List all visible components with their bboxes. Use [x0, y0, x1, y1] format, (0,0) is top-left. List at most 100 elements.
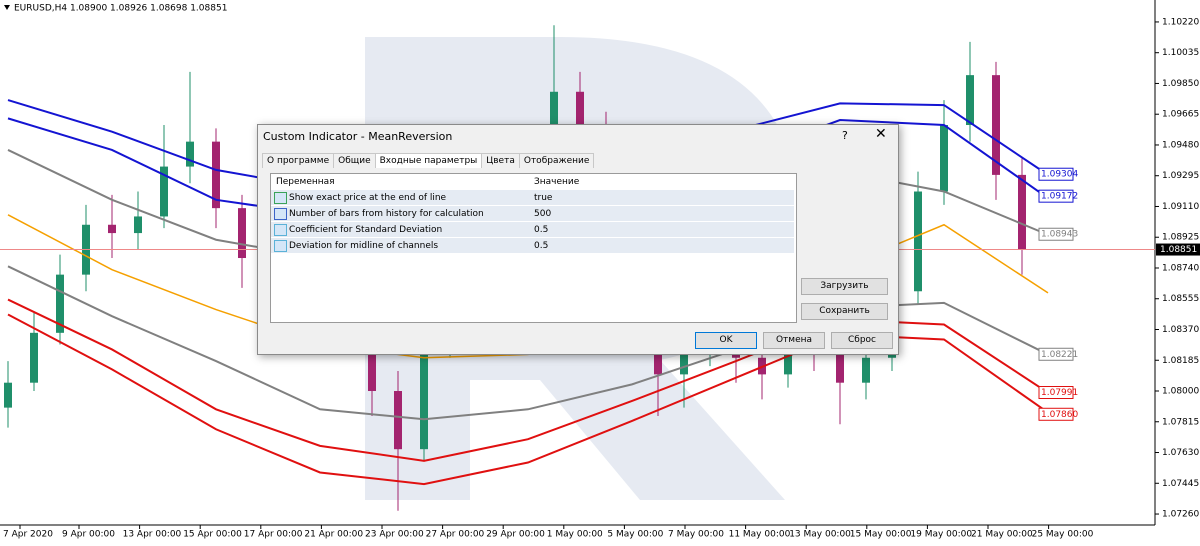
param-value: 0.5 — [534, 240, 549, 251]
candle-body — [134, 216, 142, 234]
row-icon — [274, 207, 287, 220]
param-value: 500 — [534, 208, 552, 219]
line-label-box — [1038, 167, 1074, 181]
param-value: 0.5 — [534, 224, 549, 235]
line-label-box — [1038, 347, 1074, 361]
time-label: 1 May 00:00 — [547, 530, 603, 540]
current-price-label: 1.08851 — [1160, 245, 1197, 255]
candle-body — [1018, 174, 1026, 250]
dialog-button[interactable]: Отмена — [763, 332, 825, 349]
table-row[interactable]: Deviation for midline of channels 0.5 — [271, 237, 794, 253]
row-icon — [274, 191, 287, 204]
time-label: 15 Apr 00:00 — [183, 530, 242, 540]
time-label: 21 Apr 00:00 — [304, 530, 363, 540]
menu-arrow — [4, 5, 10, 10]
column-header: Значение — [534, 176, 580, 187]
table-row[interactable]: Coefficient for Standard Deviation 0.5 — [271, 221, 794, 237]
tab[interactable]: Общие — [333, 153, 376, 168]
price-tick-label: 1.09295 — [1162, 171, 1199, 181]
line-label-box — [1038, 386, 1074, 400]
time-label: 21 May 00:00 — [971, 530, 1033, 540]
price-tick-label: 1.07630 — [1162, 448, 1199, 458]
row-icon — [274, 239, 287, 252]
dialog: Custom Indicator - MeanReversion ? ✕ О п… — [257, 124, 899, 355]
price-tick-label: 1.09110 — [1162, 202, 1199, 212]
time-label: 25 May 00:00 — [1032, 530, 1094, 540]
dialog-title: Custom Indicator - MeanReversion — [263, 130, 453, 143]
tab[interactable]: Цвета — [481, 153, 520, 168]
line-label: 1.09304 — [1041, 170, 1078, 180]
line-label: 1.09172 — [1041, 192, 1078, 202]
param-name: Number of bars from history for calculat… — [289, 208, 484, 219]
line-label-box — [1038, 189, 1074, 203]
time-label: 9 Apr 00:00 — [62, 530, 115, 540]
candle-body — [914, 191, 922, 292]
candle-body — [992, 75, 1000, 175]
line-label-box — [1038, 407, 1074, 421]
time-label: 15 May 00:00 — [850, 530, 912, 540]
line-label-box — [1038, 227, 1074, 241]
candle-body — [186, 141, 194, 167]
tab[interactable]: Входные параметры — [374, 153, 483, 168]
price-tick-label: 1.08185 — [1162, 356, 1199, 366]
param-name: Show exact price at the end of line — [289, 192, 447, 203]
candle-body — [576, 91, 584, 126]
time-label: 7 Apr 2020 — [3, 530, 53, 540]
time-label: 5 May 00:00 — [607, 530, 663, 540]
candle-body — [160, 166, 168, 217]
column-header: Переменная — [276, 176, 335, 187]
time-label: 19 May 00:00 — [910, 530, 972, 540]
line-label: 1.07860 — [1041, 410, 1078, 420]
help-button[interactable]: ? — [842, 129, 848, 142]
price-tick-label: 1.09665 — [1162, 110, 1199, 120]
time-label: 23 Apr 00:00 — [365, 530, 424, 540]
price-tick-label: 1.09850 — [1162, 79, 1199, 89]
candle-body — [4, 382, 12, 408]
candle-body — [56, 274, 64, 333]
price-tick-label: 1.08370 — [1162, 325, 1199, 335]
candle-body — [784, 341, 792, 375]
price-tick-label: 1.10220 — [1162, 17, 1199, 27]
price-tick-label: 1.07260 — [1162, 510, 1199, 520]
time-label: 11 May 00:00 — [729, 530, 791, 540]
line-label: 1.07991 — [1041, 388, 1078, 398]
time-label: 13 May 00:00 — [789, 530, 851, 540]
tab[interactable]: О программе — [262, 153, 335, 168]
line-label: 1.08943 — [1041, 230, 1078, 240]
price-tick-label: 1.08925 — [1162, 233, 1199, 243]
price-tick-label: 1.07815 — [1162, 417, 1199, 427]
time-label: 17 Apr 00:00 — [244, 530, 303, 540]
row-icon — [274, 223, 287, 236]
candle-body — [30, 332, 38, 383]
time-label: 29 Apr 00:00 — [486, 530, 545, 540]
dialog-button[interactable]: Сброс — [831, 332, 893, 349]
candle-body — [836, 349, 844, 383]
dialog-button[interactable]: OK — [695, 332, 757, 349]
tabs: О программе Общие Входные параметры Цвета От… — [262, 153, 595, 168]
price-tick-label: 1.10035 — [1162, 48, 1199, 58]
price-tick-label: 1.07445 — [1162, 479, 1199, 489]
symbol-info: EURUSD,H4 1.08900 1.08926 1.08698 1.0885… — [14, 4, 227, 14]
candle-body — [862, 357, 870, 383]
line-label: 1.08221 — [1041, 350, 1078, 360]
candle-body — [108, 224, 116, 234]
time-label: 7 May 00:00 — [668, 530, 724, 540]
price-tick-label: 1.08555 — [1162, 294, 1199, 304]
table-row[interactable]: Show exact price at the end of line true — [271, 189, 794, 205]
params-table: Переменная Значение Show exact price at … — [270, 173, 797, 323]
candle-body — [212, 141, 220, 209]
price-tick-label: 1.09480 — [1162, 140, 1199, 150]
close-button[interactable]: ✕ — [875, 126, 887, 142]
param-value: true — [534, 192, 553, 203]
param-name: Deviation for midline of channels — [289, 240, 439, 251]
candle-body — [238, 208, 246, 259]
candle-body — [368, 332, 376, 392]
side-button[interactable]: Загрузить — [801, 278, 888, 295]
candle-body — [394, 391, 402, 450]
current-price-box — [1156, 243, 1200, 256]
candle-body — [420, 341, 428, 450]
table-row[interactable]: Number of bars from history for calculat… — [271, 205, 794, 221]
tab[interactable]: Отображение — [518, 153, 595, 168]
side-button[interactable]: Сохранить — [801, 303, 888, 320]
